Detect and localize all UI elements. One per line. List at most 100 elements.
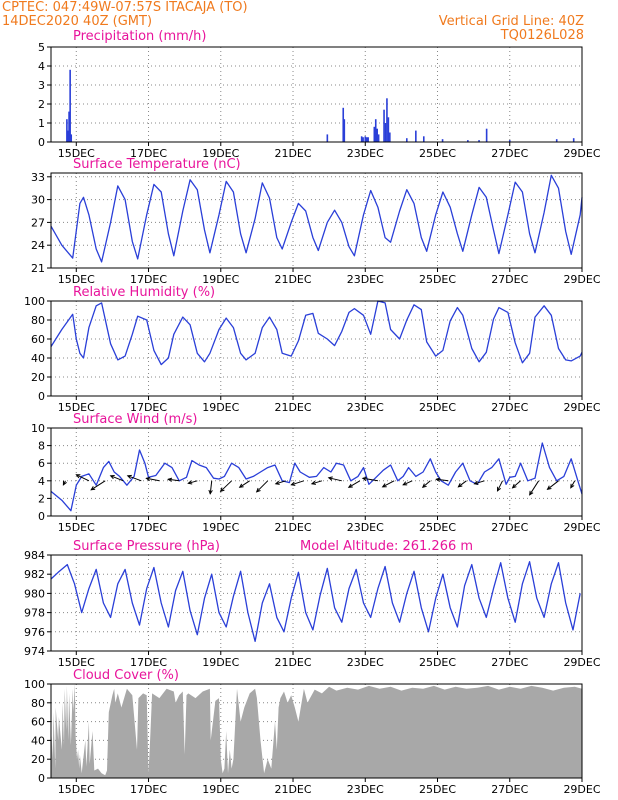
wind-vector [362, 477, 378, 482]
y-tick-label: 40 [31, 352, 45, 365]
x-tick-label: 15DEC [58, 783, 95, 796]
x-tick-label: 25DEC [419, 147, 456, 160]
panel-title-6: Cloud Cover (%) [73, 668, 179, 683]
precip-bar [508, 140, 511, 142]
wind-arrowhead [327, 476, 333, 481]
header-station: CPTEC: 047:49W-07:57S ITACAJA (TO) [2, 0, 248, 15]
wind-vector [382, 480, 395, 488]
precip-bar [572, 138, 575, 142]
x-tick-label: 23DEC [347, 273, 384, 286]
y-tick-label: 20 [31, 753, 45, 766]
precip-bar [555, 139, 558, 142]
wind-vector [512, 480, 521, 489]
x-tick-label: 25DEC [419, 783, 456, 796]
header-date: 14DEC2020 40Z (GMT) [2, 14, 153, 29]
x-tick-label: 19DEC [202, 147, 239, 160]
precip-bar [406, 138, 408, 142]
y-tick-label: 980 [24, 587, 45, 600]
precip-bar [373, 126, 376, 142]
panel-title-4: Surface Wind (m/s) [73, 412, 197, 427]
wind-vector [110, 475, 124, 482]
wind-vector [436, 478, 449, 482]
panel-frame [50, 172, 583, 269]
wind-arrowhead [435, 477, 441, 482]
panel-frame [50, 46, 583, 143]
precip-bar [69, 69, 71, 142]
precip-bar [70, 134, 73, 142]
y-tick-label: 0 [38, 390, 45, 403]
precip-bar [386, 98, 388, 142]
wind-arrowhead [511, 483, 517, 489]
precip-bar [367, 137, 369, 142]
y-tick-label: 33 [31, 171, 45, 184]
x-tick-label: 29DEC [563, 401, 600, 414]
wind-vector [403, 480, 413, 486]
wind-arrowhead [145, 476, 151, 482]
wind-arrowhead [457, 482, 463, 488]
y-tick-label: 982 [24, 568, 45, 581]
wind-arrowhead [126, 474, 132, 480]
series-line-2 [50, 174, 583, 263]
y-tick-label: 984 [24, 549, 45, 562]
x-tick-label: 23DEC [347, 147, 384, 160]
precip-bar [360, 136, 363, 142]
wind-arrowhead [310, 480, 316, 485]
wind-vector [275, 480, 286, 485]
wind-arrowhead [62, 480, 67, 486]
header-model-code: TQ0126L028 [500, 28, 584, 43]
y-tick-label: 80 [31, 314, 45, 327]
y-tick-label: 21 [31, 262, 45, 275]
wind-vector [209, 480, 213, 494]
y-tick-label: 10 [31, 422, 45, 435]
x-tick-label: 27DEC [491, 147, 528, 160]
precip-bar [441, 139, 444, 142]
wind-vector [291, 480, 305, 486]
header-vertical-grid: Vertical Grid Line: 40Z [438, 14, 584, 29]
y-tick-label: 8 [38, 440, 45, 453]
precip-bar [467, 140, 469, 142]
wind-arrowhead [347, 483, 353, 488]
x-tick-label: 17DEC [130, 783, 167, 796]
x-tick-label: 25DEC [419, 401, 456, 414]
cloud-cover-area [51, 684, 582, 778]
wind-vector [146, 477, 160, 482]
wind-vector [547, 480, 559, 490]
wind-vector [474, 480, 485, 485]
y-tick-label: 976 [24, 626, 45, 639]
x-tick-label: 23DEC [347, 656, 384, 669]
x-tick-label: 19DEC [202, 656, 239, 669]
y-tick-label: 60 [31, 333, 45, 346]
model-altitude-label: Model Altitude: 261.266 m [300, 539, 473, 554]
x-tick-label: 21DEC [274, 273, 311, 286]
x-tick-label: 25DEC [419, 521, 456, 534]
wind-arrowhead [570, 483, 575, 489]
x-tick-label: 19DEC [202, 273, 239, 286]
x-tick-label: 27DEC [491, 273, 528, 286]
x-tick-label: 15DEC [58, 147, 95, 160]
wind-arrowhead [361, 476, 367, 482]
x-tick-label: 25DEC [419, 273, 456, 286]
wind-vector [311, 480, 323, 485]
precip-bar [362, 137, 364, 142]
y-tick-label: 2 [38, 492, 45, 505]
precip-bar [422, 136, 425, 142]
y-tick-label: 5 [38, 41, 45, 54]
x-tick-label: 23DEC [347, 401, 384, 414]
panel-frame [50, 683, 583, 779]
y-tick-label: 2 [38, 98, 45, 111]
panel-title-5: Surface Pressure (hPa) [73, 539, 220, 554]
wind-arrowhead [381, 483, 387, 488]
wind-arrowhead [546, 485, 552, 490]
y-tick-label: 0 [38, 510, 45, 523]
x-tick-label: 29DEC [563, 147, 600, 160]
y-tick-label: 974 [24, 645, 45, 658]
x-tick-label: 17DEC [130, 147, 167, 160]
precip-bar [478, 140, 480, 142]
x-tick-label: 29DEC [563, 273, 600, 286]
wind-vector [90, 480, 106, 491]
x-tick-label: 29DEC [563, 656, 600, 669]
y-tick-label: 27 [31, 216, 45, 229]
wind-arrowhead [187, 480, 193, 485]
wind-arrowhead [421, 483, 427, 489]
x-tick-label: 25DEC [419, 656, 456, 669]
